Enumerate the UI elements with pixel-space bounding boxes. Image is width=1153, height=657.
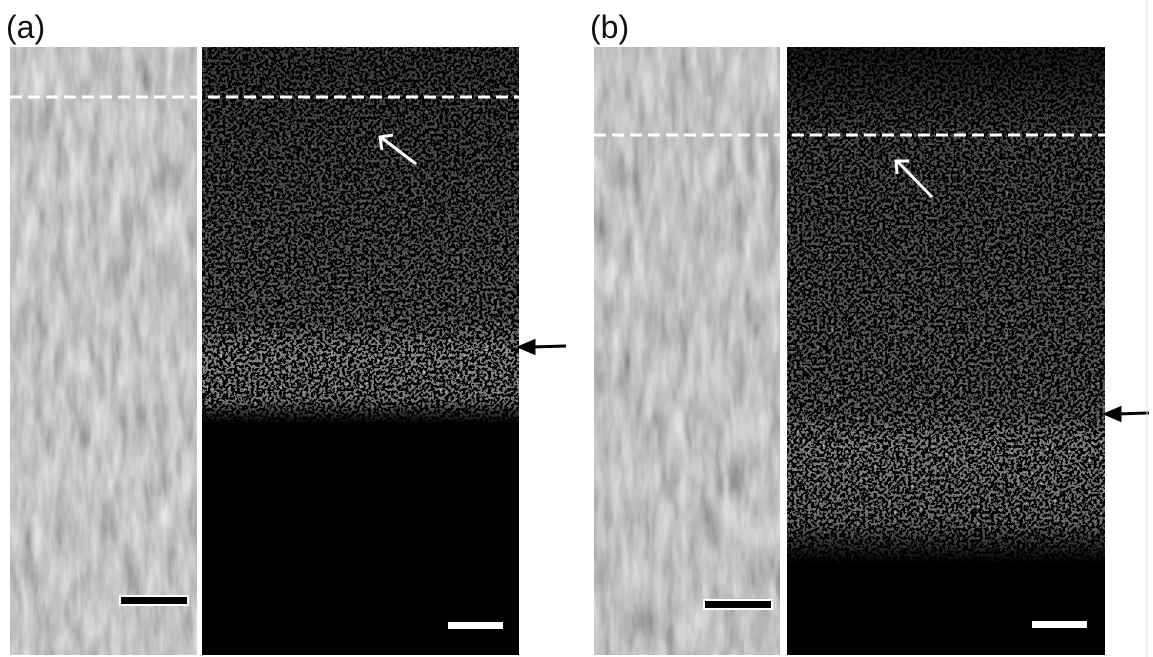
scale-bar — [703, 599, 773, 610]
micrograph-right-b — [787, 47, 1105, 655]
black-arrow — [516, 338, 567, 356]
scale-bar — [1032, 621, 1087, 628]
white-arrow — [894, 159, 934, 199]
black-arrow — [1102, 405, 1150, 423]
white-arrow — [378, 133, 417, 166]
micrograph-left-a — [10, 47, 197, 655]
micrograph-right-a — [202, 47, 519, 655]
micrograph-left-b — [594, 47, 780, 655]
panel-label: (a) — [6, 9, 45, 45]
scale-bar — [448, 622, 503, 629]
scale-bar — [119, 595, 189, 606]
panel-label: (b) — [590, 9, 629, 45]
